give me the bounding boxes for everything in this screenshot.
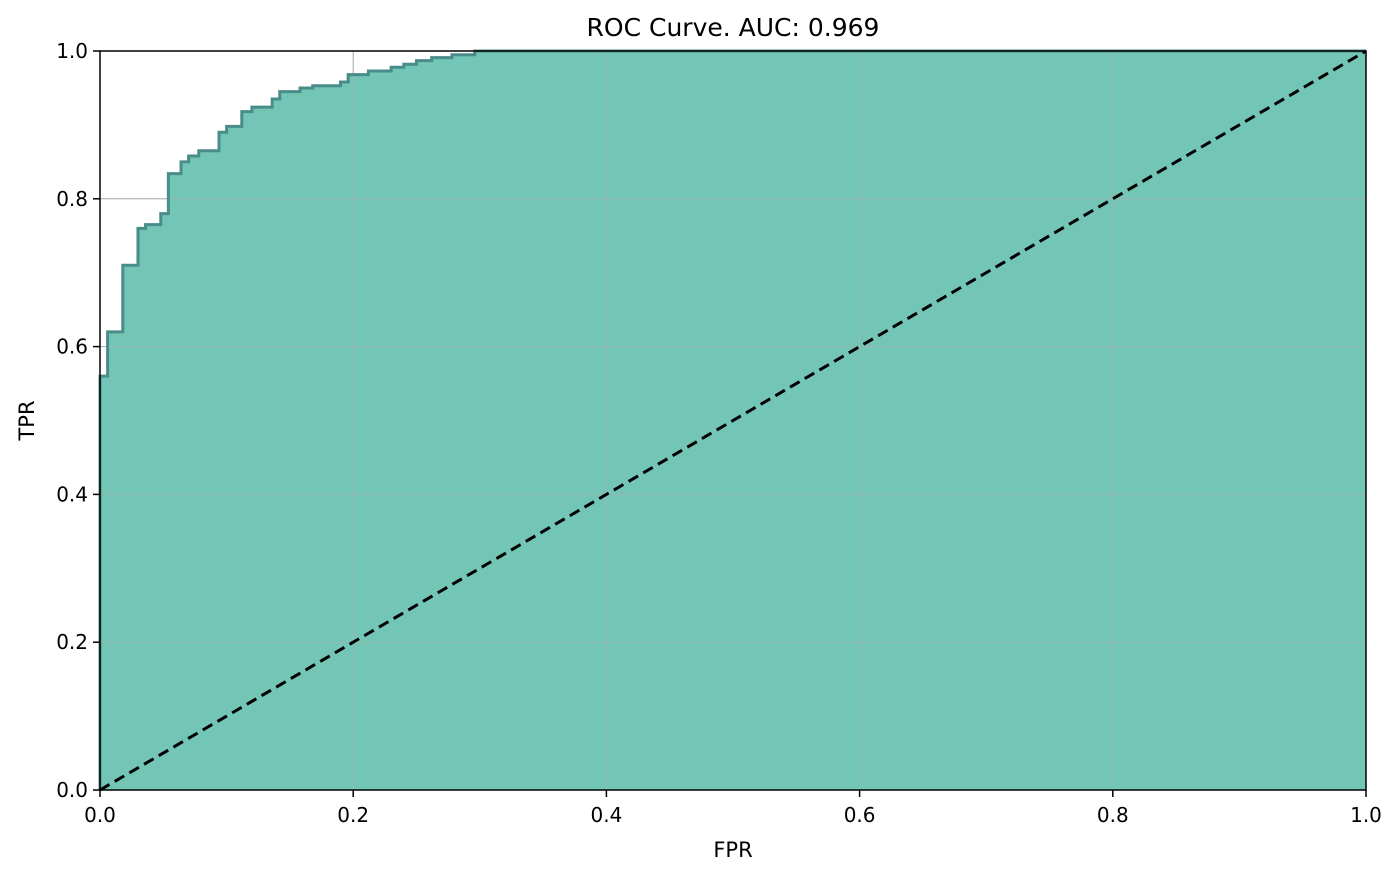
chart-title: ROC Curve. AUC: 0.969 xyxy=(587,13,880,42)
x-tick-label: 0.8 xyxy=(1097,803,1129,827)
x-axis: 0.0 0.2 0.4 0.6 0.8 1.0 xyxy=(84,790,1382,827)
y-tick-label: 1.0 xyxy=(56,39,88,63)
chance-diagonal-line xyxy=(99,49,1367,792)
plot-frame xyxy=(99,50,1367,791)
y-tick-label: 0.6 xyxy=(56,335,88,359)
x-tick-label: 0.0 xyxy=(84,803,116,827)
x-tick-label: 0.4 xyxy=(590,803,622,827)
x-tick-label: 1.0 xyxy=(1350,803,1382,827)
roc-curve-line xyxy=(98,49,1366,790)
y-axis: 0.0 0.2 0.4 0.6 0.8 1.0 xyxy=(56,39,100,802)
x-axis-label: FPR xyxy=(713,838,752,862)
x-tick-label: 0.2 xyxy=(337,803,369,827)
y-tick-label: 0.4 xyxy=(56,482,88,506)
y-axis-label: TPR xyxy=(15,400,39,441)
x-tick-label: 0.6 xyxy=(844,803,876,827)
y-tick-label: 0.0 xyxy=(56,778,88,802)
y-tick-label: 0.8 xyxy=(56,187,88,211)
y-tick-label: 0.2 xyxy=(56,630,88,654)
